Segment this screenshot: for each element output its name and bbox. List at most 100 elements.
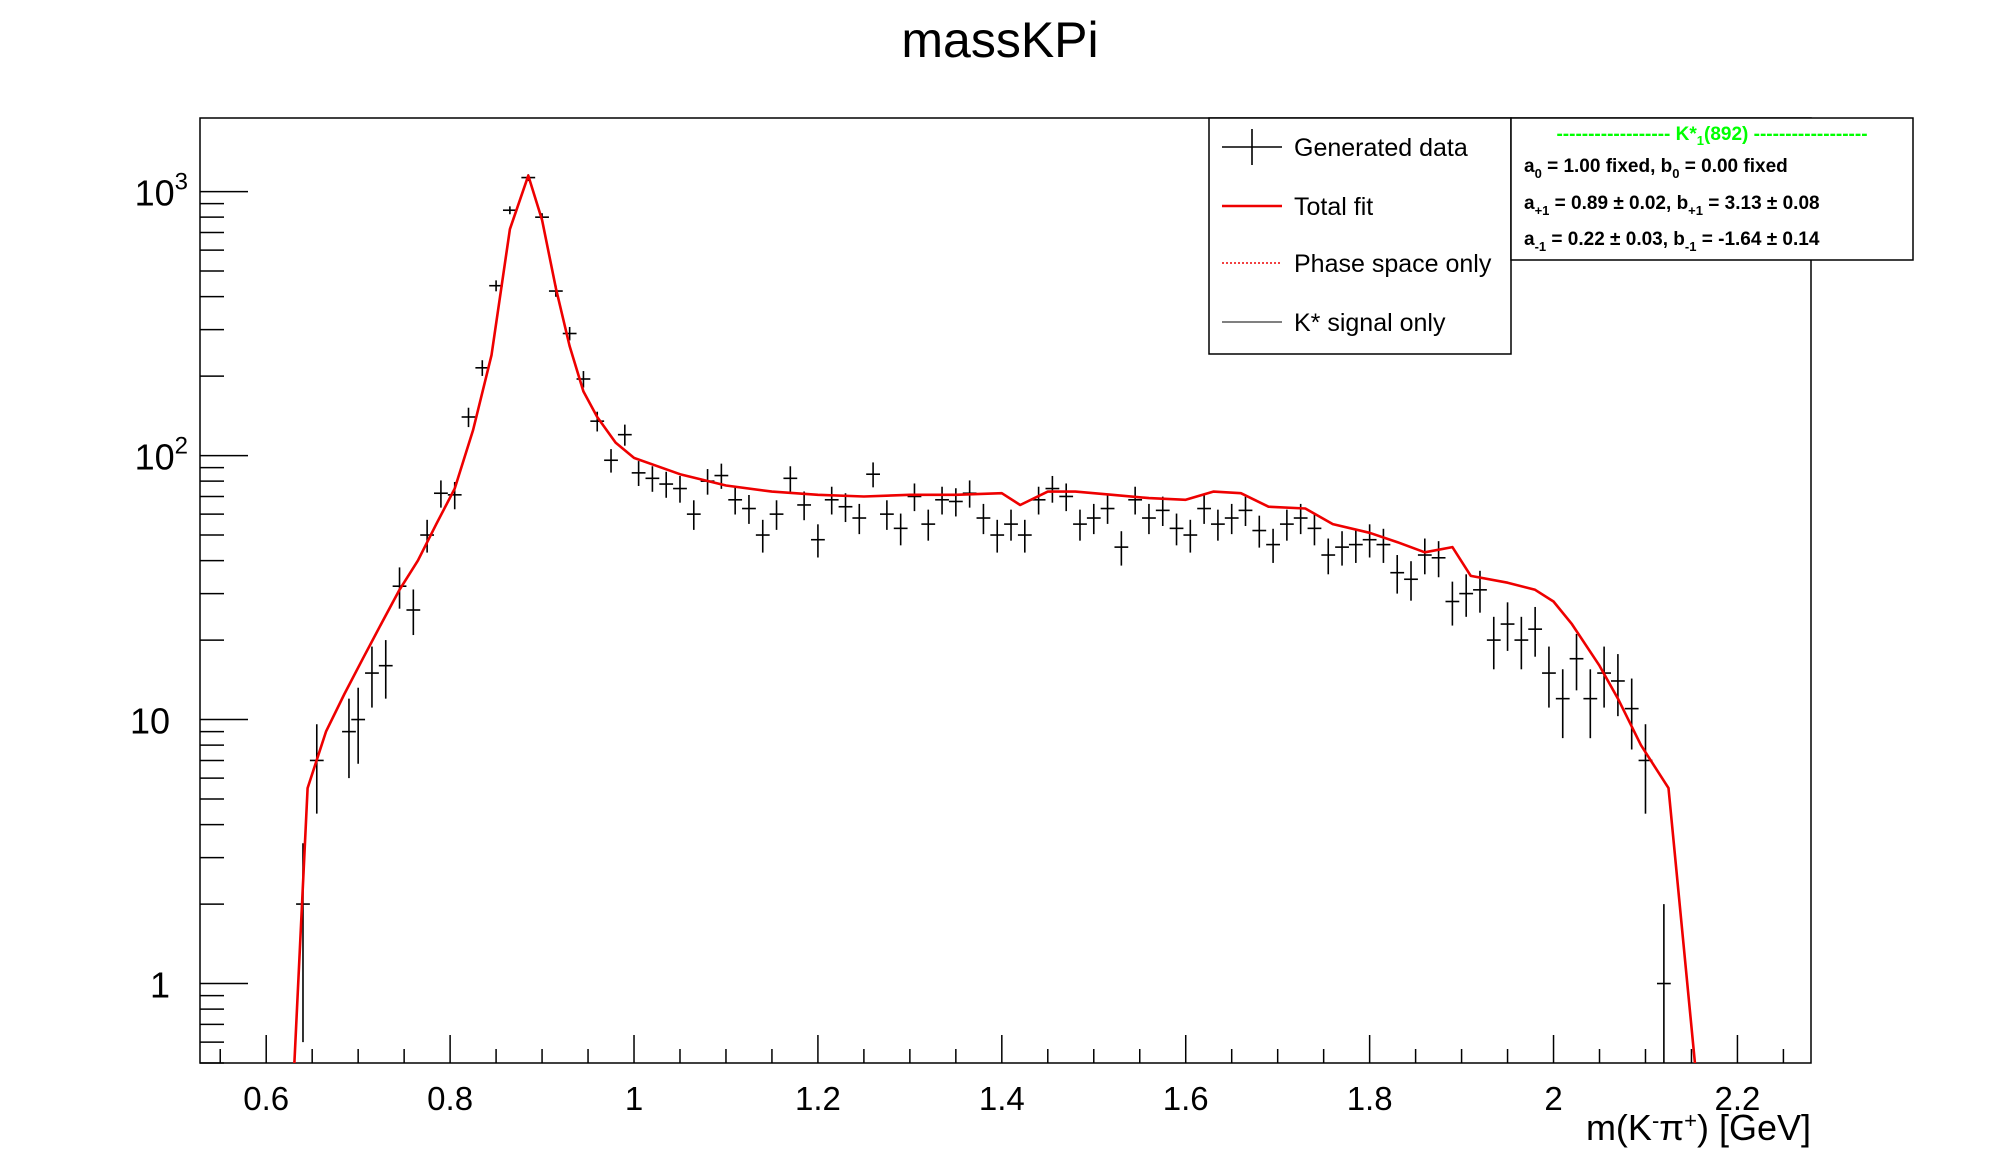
- data-point: [1624, 678, 1639, 750]
- data-point: [1279, 509, 1294, 541]
- data-point: [1404, 561, 1418, 601]
- data-point: [1142, 503, 1156, 535]
- x-axis: 0.6 0.8 1 1.2 1.4 1.6 1.8 2 2.2: [219, 1035, 1785, 1117]
- data-point: [1528, 606, 1543, 657]
- data-point: [921, 509, 936, 541]
- data-point: [1183, 519, 1198, 553]
- data-point: [1459, 574, 1474, 617]
- x-tick-label: 2.2: [1715, 1080, 1761, 1117]
- data-point: [1086, 503, 1101, 535]
- data-point: [1004, 509, 1018, 541]
- data-point: [1073, 509, 1087, 541]
- legend: Generated data Total fit Phase space only K…: [1208, 117, 1512, 355]
- data-point: [645, 466, 660, 492]
- legend-label: Generated data: [1294, 134, 1468, 162]
- data-point: [1252, 515, 1267, 548]
- data-point: [631, 461, 646, 486]
- data-point: [1555, 669, 1570, 739]
- data-point: [1059, 483, 1074, 512]
- legend-entry: Total fit: [1222, 193, 1373, 221]
- x-tick-label: 0.8: [427, 1080, 473, 1117]
- legend-entry: Generated data: [1222, 129, 1468, 165]
- data-point: [1500, 602, 1515, 651]
- data-point: [1031, 486, 1046, 515]
- data-point: [406, 589, 421, 636]
- data-point: [1266, 528, 1280, 563]
- data-point: [1224, 503, 1239, 535]
- data-point: [893, 513, 908, 546]
- series-total-fit: [293, 174, 1697, 1063]
- data-point: [1569, 633, 1584, 691]
- data-point: [617, 424, 632, 446]
- legend-label: Phase space only: [1294, 250, 1492, 278]
- data-layer: [293, 174, 1697, 1063]
- x-tick-label: 2: [1544, 1080, 1562, 1117]
- data-point: [1114, 531, 1129, 566]
- data-point: [990, 519, 1005, 553]
- x-tick-label: 1.4: [979, 1080, 1025, 1117]
- data-point: [562, 326, 577, 341]
- data-point: [1238, 496, 1253, 526]
- data-point: [976, 503, 991, 535]
- data-point: [1128, 486, 1143, 515]
- data-point: [1656, 904, 1671, 1063]
- data-point: [742, 494, 756, 524]
- x-tick-label: 1.2: [795, 1080, 841, 1117]
- data-point: [879, 500, 894, 530]
- data-point: [1611, 654, 1625, 717]
- data-point: [907, 483, 922, 512]
- data-point: [1417, 538, 1432, 575]
- data-point: [342, 698, 356, 779]
- data-point: [1045, 475, 1060, 503]
- legend-label: Total fit: [1294, 193, 1373, 221]
- y-tick-label: 102: [135, 433, 188, 478]
- series-generated-data: [296, 174, 1671, 1063]
- chart-title: massKPi: [901, 12, 1098, 68]
- data-point: [1362, 524, 1377, 558]
- data-point: [673, 475, 687, 503]
- y-tick-label: 1: [150, 965, 170, 1006]
- fit-parameter-line: a-1 = 0.22 ± 0.03, b-1 = -1.64 ± 0.14: [1524, 229, 1820, 254]
- data-point: [783, 466, 798, 492]
- y-axis: 1 10 102 103: [130, 169, 248, 1064]
- data-point: [420, 519, 435, 553]
- data-point: [1638, 724, 1653, 814]
- data-point: [838, 493, 853, 523]
- data-point: [686, 500, 701, 530]
- data-point: [1321, 538, 1336, 575]
- data-point: [1335, 531, 1349, 566]
- data-point: [824, 486, 839, 515]
- data-point: [1376, 528, 1391, 563]
- data-point: [1197, 494, 1212, 524]
- data-point: [309, 724, 324, 814]
- x-tick-label: 1.8: [1347, 1080, 1393, 1117]
- x-tick-label: 1: [625, 1080, 643, 1117]
- data-point: [475, 360, 490, 376]
- data-point: [948, 488, 963, 517]
- y-tick-label: 10: [130, 701, 170, 742]
- data-point: [866, 462, 880, 488]
- legend-entry: Phase space only: [1222, 250, 1492, 278]
- data-point: [769, 500, 784, 530]
- data-point: [1348, 528, 1363, 563]
- data-point: [1514, 616, 1529, 670]
- data-point: [365, 646, 379, 708]
- data-point: [797, 491, 812, 521]
- data-point: [852, 503, 867, 535]
- data-point: [1431, 541, 1446, 578]
- data-point: [461, 407, 476, 428]
- data-point: [1169, 513, 1184, 546]
- data-point: [935, 486, 949, 515]
- data-point: [1155, 496, 1170, 526]
- plot-frame: [199, 117, 1812, 1064]
- data-point: [434, 480, 448, 508]
- data-point: [351, 687, 366, 764]
- legend-label: K* signal only: [1294, 309, 1446, 337]
- data-point: [1542, 646, 1556, 708]
- data-point: [1583, 669, 1598, 739]
- data-point: [659, 471, 674, 498]
- y-tick-label: 103: [135, 169, 188, 214]
- data-point: [1307, 513, 1322, 546]
- data-point: [1211, 509, 1225, 541]
